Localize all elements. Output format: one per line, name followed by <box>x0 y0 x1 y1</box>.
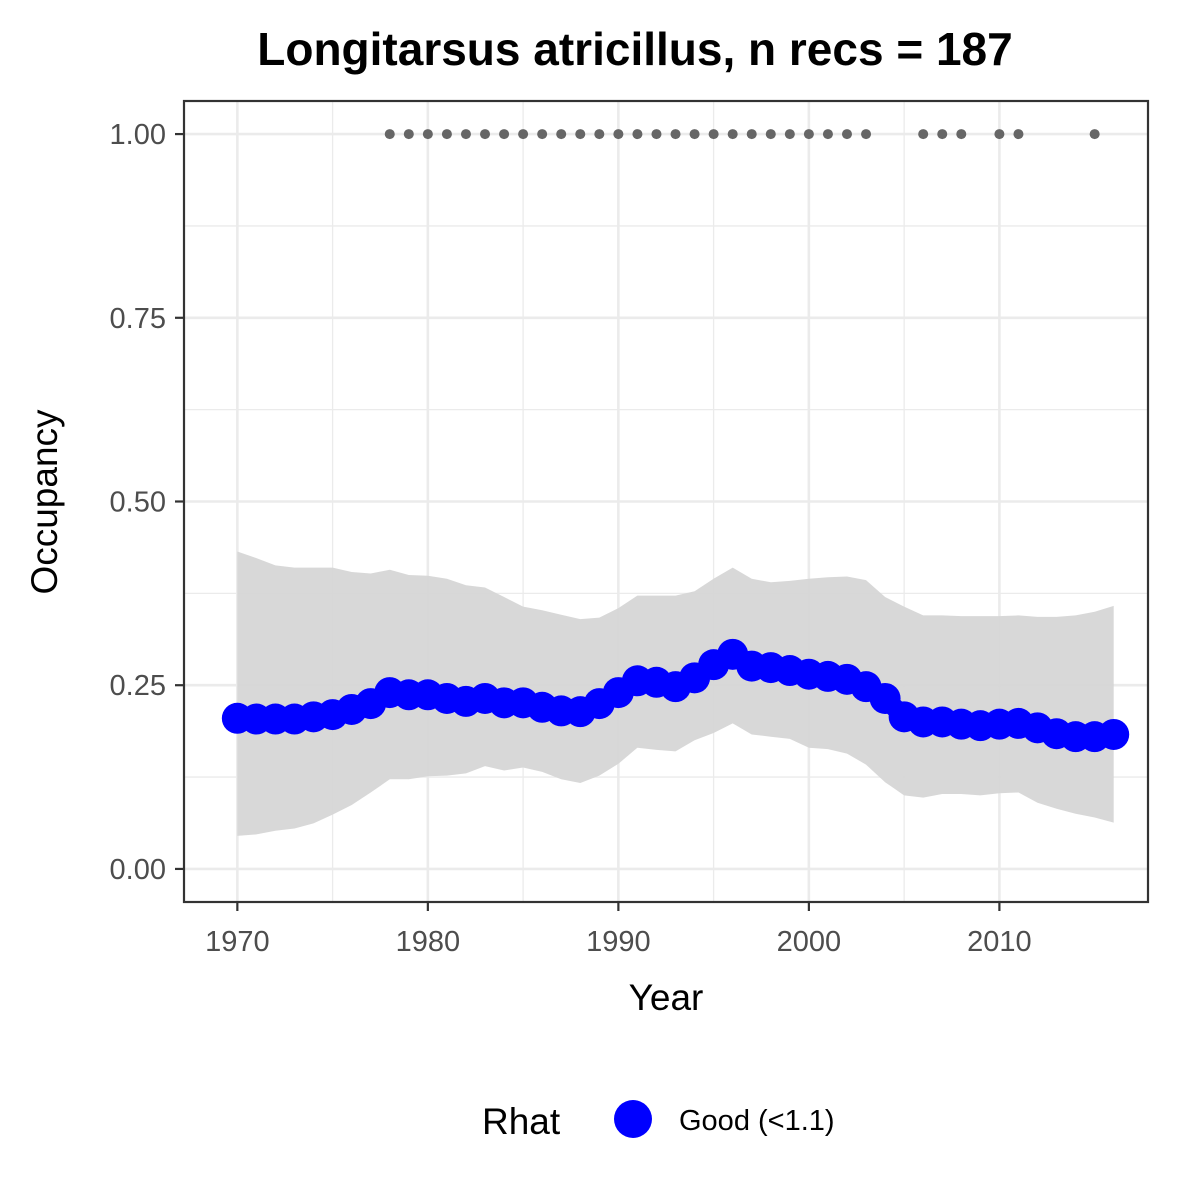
chart-title: Longitarsus atricillus, n recs = 187 <box>257 23 1012 75</box>
x-tick-label: 1990 <box>586 926 651 958</box>
record-point <box>594 129 605 140</box>
x-tick-label: 2000 <box>777 926 842 958</box>
x-axis-title: Year <box>629 977 704 1018</box>
y-tick-label: 1.00 <box>110 119 166 151</box>
record-point <box>746 129 757 140</box>
y-axis: 0.00 0.25 0.50 0.75 1.00 <box>110 119 184 886</box>
occupancy-point <box>869 682 901 714</box>
record-point <box>556 129 567 140</box>
record-point <box>441 129 452 140</box>
record-point <box>480 129 491 140</box>
x-tick-label: 1980 <box>396 926 461 958</box>
record-point <box>994 129 1005 140</box>
record-point <box>651 129 662 140</box>
x-tick-label: 2010 <box>967 926 1032 958</box>
record-point <box>537 129 548 140</box>
x-tick-label: 1970 <box>205 926 270 958</box>
legend-key-good <box>614 1100 652 1138</box>
record-point <box>784 129 795 140</box>
record-point <box>689 129 700 140</box>
record-point <box>575 129 586 140</box>
record-points-layer <box>384 129 1100 140</box>
record-point <box>632 129 643 140</box>
record-point <box>1013 129 1024 140</box>
record-point <box>956 129 967 140</box>
y-tick-label: 0.75 <box>110 303 166 335</box>
occupancy-point <box>1098 718 1130 750</box>
legend-label-good: Good (<1.1) <box>679 1105 835 1137</box>
record-point <box>384 129 395 140</box>
record-point <box>861 129 872 140</box>
record-point <box>460 129 471 140</box>
x-axis: 1970 1980 1990 2000 2010 <box>205 902 1032 958</box>
record-point <box>765 129 776 140</box>
y-axis-title: Occupancy <box>24 409 65 595</box>
record-point <box>803 129 814 140</box>
y-tick-label: 0.00 <box>110 854 166 886</box>
record-point <box>670 129 681 140</box>
record-point <box>499 129 510 140</box>
occupancy-points-layer <box>221 638 1130 753</box>
record-point <box>937 129 948 140</box>
y-tick-label: 0.25 <box>110 670 166 702</box>
legend: Rhat Good (<1.1) <box>482 1100 835 1142</box>
record-point <box>822 129 833 140</box>
record-point <box>1089 129 1100 140</box>
y-tick-label: 0.50 <box>110 487 166 519</box>
record-point <box>708 129 719 140</box>
record-point <box>613 129 624 140</box>
legend-title: Rhat <box>482 1101 561 1142</box>
record-point <box>518 129 529 140</box>
record-point <box>727 129 738 140</box>
record-point <box>841 129 852 140</box>
record-point <box>918 129 929 140</box>
record-point <box>422 129 433 140</box>
record-point <box>403 129 414 140</box>
